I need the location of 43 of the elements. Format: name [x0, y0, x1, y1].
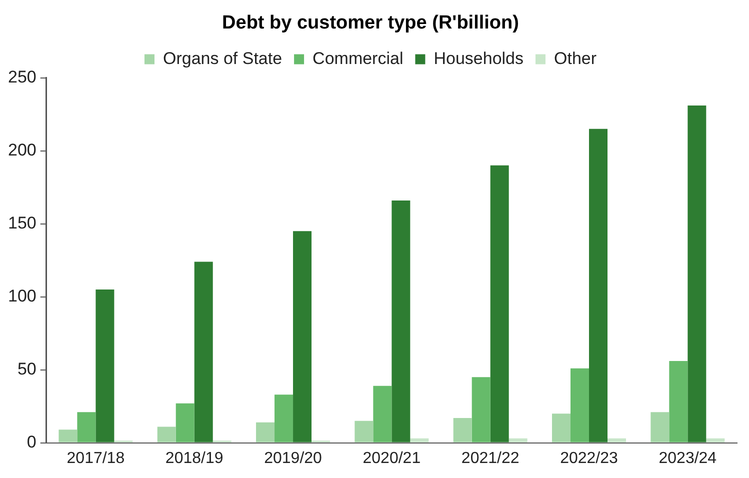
bar [472, 377, 490, 442]
x-tick-label: 2019/20 [264, 450, 322, 467]
bar [194, 262, 213, 442]
y-tick-label: 150 [8, 213, 36, 232]
bar [706, 438, 725, 442]
chart-title: Debt by customer type (R'billion) [222, 12, 519, 34]
bar [570, 368, 590, 442]
bar [552, 414, 571, 442]
bar [354, 420, 374, 442]
x-tick-label: 2023/24 [658, 450, 717, 467]
bar [669, 361, 688, 442]
legend-label: Organs of State [162, 48, 282, 68]
bar [373, 386, 392, 442]
bar [77, 412, 96, 442]
legend-label: Other [554, 48, 597, 68]
bar [256, 422, 275, 442]
bar [58, 430, 78, 442]
legend-label: Commercial [312, 48, 404, 68]
x-tick-label: 2022/23 [560, 450, 618, 467]
bar [508, 438, 528, 442]
bar [293, 231, 312, 442]
bar [274, 394, 294, 442]
y-tick-label: 100 [8, 286, 36, 306]
bar [650, 412, 670, 442]
bar [453, 418, 472, 442]
y-tick-label: 0 [26, 432, 36, 452]
x-tick-label: 2021/22 [461, 450, 520, 467]
bar [96, 290, 114, 442]
bar [410, 438, 429, 442]
x-tick-label: 2017/18 [66, 450, 125, 467]
legend-label: Households [434, 48, 524, 68]
y-tick-label: 200 [8, 140, 36, 160]
x-tick-label: 2020/21 [362, 450, 421, 467]
bar [176, 403, 194, 442]
bar [157, 426, 176, 442]
bar [490, 165, 509, 442]
y-tick-label: 250 [8, 67, 36, 86]
bar [589, 128, 608, 442]
bar [392, 200, 410, 442]
bar [688, 106, 706, 442]
x-tick-label: 2018/19 [165, 450, 224, 467]
bar [608, 438, 626, 442]
y-tick-label: 50 [17, 359, 36, 378]
